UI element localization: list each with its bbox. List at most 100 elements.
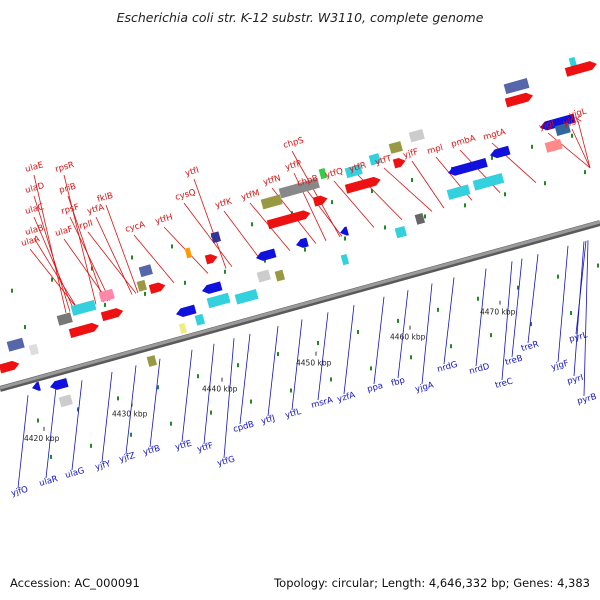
gene-label-msrA: msrA: [310, 395, 334, 411]
leader-line: [317, 312, 329, 401]
leader-line: [267, 326, 279, 417]
gene-label-ytfP: ytfP: [284, 159, 303, 173]
track-dot: [490, 333, 492, 338]
leader-line: [67, 195, 105, 303]
track-dots: [11, 133, 599, 459]
leader-line: [511, 258, 523, 358]
gene-label-nrdG: nrdG: [436, 360, 459, 375]
leader-line: [63, 174, 97, 305]
track-dot: [197, 374, 199, 379]
leader-line: [45, 387, 57, 479]
leader-line: [475, 268, 487, 367]
gene-box: [368, 153, 381, 166]
leader-line: [33, 216, 75, 311]
gene-arrow: [392, 158, 406, 169]
gene-box: [318, 168, 328, 180]
kbp-tick-label: 4440 kbp: [202, 385, 238, 394]
leader-line: [33, 237, 79, 310]
gene-arrow: [540, 113, 576, 131]
track-dot: [397, 318, 399, 323]
gene-box: [394, 225, 407, 239]
leader-line: [501, 261, 513, 381]
gene-arrow: [202, 281, 223, 294]
gene-box: [554, 122, 571, 136]
gene-label-ytfR: ytfR: [348, 161, 367, 175]
gene-box: [28, 343, 40, 356]
track-dot: [250, 399, 252, 404]
track-dot: [144, 291, 146, 296]
track-dot: [237, 363, 239, 368]
gene-label-yjgI: yjgI: [538, 119, 555, 133]
gene-box: [178, 322, 188, 335]
leader-line: [223, 338, 235, 459]
gene-label-fbp: fbp: [390, 376, 406, 389]
gene-label-ytfN: ytfN: [262, 174, 282, 188]
gene-label-ulaC: ulaC: [24, 202, 45, 217]
gene-arrow: [504, 92, 533, 108]
gene-arrow: [296, 237, 309, 248]
leader-line: [373, 296, 385, 385]
gene-arrow: [266, 210, 311, 230]
gene-label-pyrI: pyrI: [566, 373, 585, 387]
track-dot: [277, 352, 279, 357]
gene-label-treB: treB: [504, 353, 524, 367]
gene-arrow: [100, 308, 124, 322]
track-dot: [117, 396, 119, 401]
track-dot: [370, 366, 372, 371]
gene-label-ytfK: ytfK: [214, 197, 233, 211]
gene-box: [260, 194, 283, 210]
track-dot: [384, 225, 386, 230]
leader-line: [101, 371, 113, 463]
gene-arrow: [312, 195, 328, 207]
gene-box: [388, 141, 403, 154]
leader-line: [571, 128, 591, 168]
gene-arrow: [344, 176, 381, 194]
leader-line: [69, 216, 111, 301]
gene-label-yjfF: yjfF: [402, 147, 419, 161]
kbp-tick-label: 4460 kbp: [390, 333, 426, 342]
track-dot: [411, 178, 413, 183]
track-dot: [450, 344, 452, 349]
gene-label-yjgF: yjgF: [550, 359, 570, 373]
gene-label-ytfF: ytfF: [196, 441, 214, 455]
track-dot: [597, 263, 599, 268]
gene-arrow: [68, 322, 99, 338]
leader-line: [383, 167, 433, 212]
gene-features: [0, 56, 597, 408]
leader-line: [527, 254, 539, 344]
leader-line: [133, 234, 175, 284]
gene-box: [70, 299, 97, 316]
kbp-tick-label: 4470 kbp: [480, 308, 516, 317]
gene-label-yjfO: yjfO: [10, 485, 29, 499]
gene-arrow: [564, 61, 597, 77]
gene-label-cycA: cycA: [124, 220, 146, 235]
leader-line: [29, 248, 79, 310]
gene-box: [256, 269, 271, 283]
track-dot: [477, 296, 479, 301]
gene-box: [206, 292, 231, 309]
gene-label-yjfY: yjfY: [94, 459, 112, 473]
gene-box: [503, 78, 530, 95]
track-dot: [290, 388, 292, 393]
gene-box: [146, 355, 158, 367]
gene-label-pyrL: pyrL: [568, 330, 589, 345]
gene-box: [340, 253, 350, 266]
gene-label-ulaA: ulaA: [20, 234, 41, 249]
track-dot: [570, 311, 572, 316]
gene-label-ytfE: ytfE: [174, 439, 193, 453]
track-dot: [557, 274, 559, 279]
track-dot: [331, 200, 333, 205]
leader-line: [63, 238, 109, 302]
track-dot: [171, 244, 173, 249]
leader-line: [557, 245, 569, 363]
gene-label-ytfT: ytfT: [374, 154, 393, 168]
leader-line: [223, 210, 261, 260]
gene-box: [344, 164, 363, 179]
track-dot: [317, 341, 319, 346]
leader-line: [577, 120, 591, 168]
track-dot: [224, 269, 226, 274]
gene-box: [472, 173, 505, 191]
gene-arrow: [256, 248, 277, 261]
